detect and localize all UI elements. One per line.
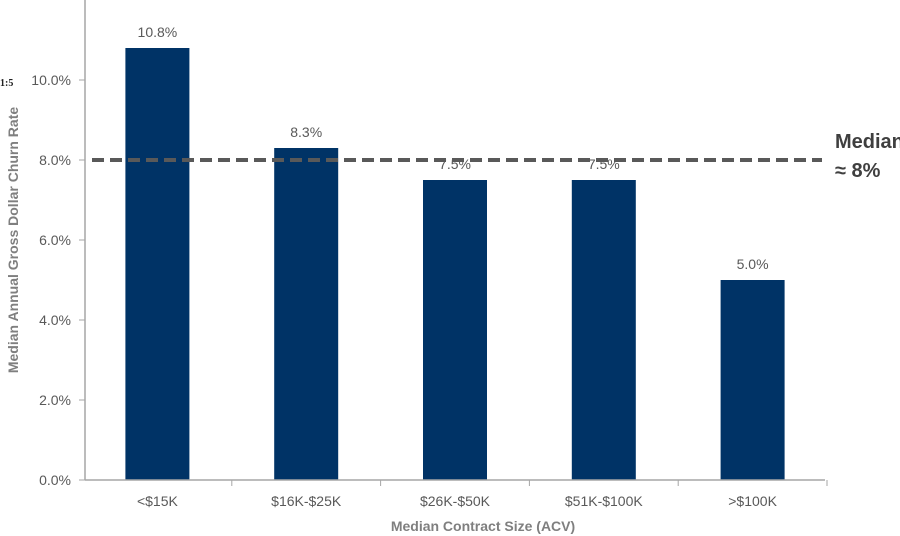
y-tick-label: 2.0% xyxy=(39,392,71,408)
bar xyxy=(571,180,636,480)
y-tick-label: 6.0% xyxy=(39,232,71,248)
bar xyxy=(274,148,339,480)
x-tick-label: $51K-$100K xyxy=(565,493,644,509)
bars-group: 10.8%8.3%7.5% 7.5%5.0% xyxy=(125,24,785,480)
y-axis-ticks: 0.0% 2.0% 4.0% 6.0% 8.0% 10.0% xyxy=(31,72,85,488)
bar-data-label: 7.5% xyxy=(588,156,620,172)
bar-data-label: 8.3% xyxy=(290,124,322,140)
bar-data-label: 10.8% xyxy=(138,24,178,40)
bar xyxy=(125,48,190,480)
y-axis-title: Median Annual Gross Dollar Churn Rate xyxy=(5,107,21,374)
y-tick-label: 10.0% xyxy=(31,72,71,88)
y-tick-label: 4.0% xyxy=(39,312,71,328)
bar xyxy=(720,280,785,480)
x-tick-label: $16K-$25K xyxy=(271,493,342,509)
x-axis-title: Median Contract Size (ACV) xyxy=(391,518,575,534)
x-axis-ticks: <$15K $16K-$25K $26K-$50K $51K-$100K >$100K xyxy=(137,480,828,509)
x-tick-label: $26K-$50K xyxy=(420,493,491,509)
x-tick-label: >$100K xyxy=(728,493,777,509)
bar-data-label: 5.0% xyxy=(737,256,769,272)
median-label-line1: Median xyxy=(835,131,900,153)
bar xyxy=(423,180,487,480)
x-tick-label: <$15K xyxy=(137,493,179,509)
stray-mark: 1:5 xyxy=(0,78,13,89)
y-tick-label: 0.0% xyxy=(39,472,71,488)
y-tick-label: 8.0% xyxy=(39,152,71,168)
median-label-line2: ≈ 8% xyxy=(835,160,881,182)
